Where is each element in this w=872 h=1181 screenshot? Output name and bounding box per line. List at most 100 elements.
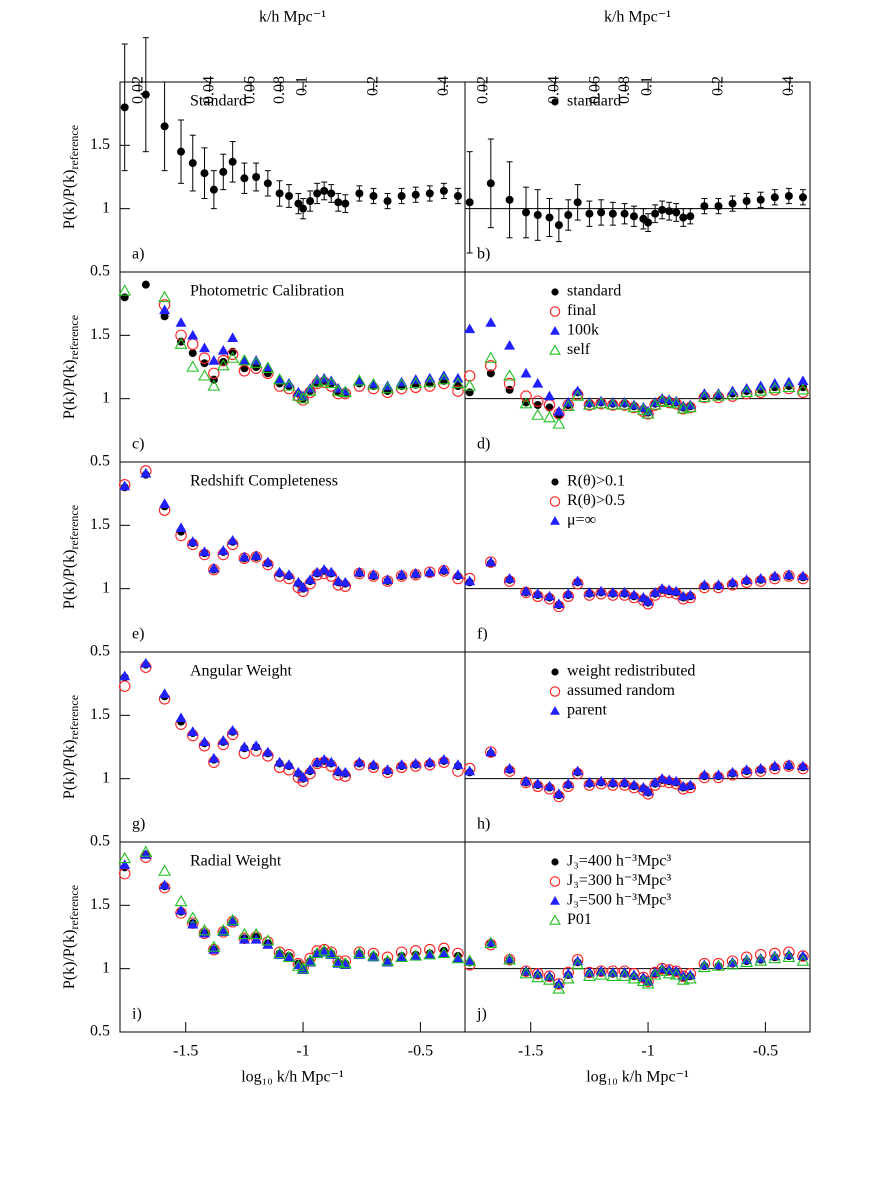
point <box>755 763 767 773</box>
point <box>561 399 575 411</box>
point <box>353 756 365 767</box>
point <box>532 377 544 388</box>
point <box>573 198 582 207</box>
point <box>296 962 310 974</box>
point <box>683 400 697 413</box>
point <box>198 546 210 557</box>
point <box>504 953 516 963</box>
legend-marker <box>551 98 559 106</box>
x2-tick-label: 0.02 <box>130 76 147 104</box>
point <box>226 913 240 926</box>
point <box>353 566 365 577</box>
point <box>217 345 229 355</box>
legend-label: standard <box>567 283 621 300</box>
point <box>783 759 795 769</box>
point <box>382 956 394 967</box>
point <box>139 845 153 857</box>
point <box>755 573 767 583</box>
point <box>250 550 262 560</box>
point <box>424 756 436 767</box>
legend-label: self <box>567 341 591 358</box>
legend-marker <box>549 496 561 507</box>
point <box>628 779 640 790</box>
point <box>465 198 474 207</box>
y-tick-label: 1.5 <box>90 326 110 343</box>
point <box>627 400 641 413</box>
point <box>782 950 796 962</box>
point <box>438 947 450 958</box>
point <box>552 417 566 429</box>
y-axis-label-main: P(k)/P(k) <box>61 930 78 990</box>
point <box>700 202 709 211</box>
panel-label: f) <box>477 626 488 643</box>
point <box>619 586 631 597</box>
y-axis-label: P(k)/P(k)reference <box>61 505 81 609</box>
point <box>782 380 796 392</box>
point <box>317 944 331 956</box>
point <box>159 304 171 315</box>
point <box>662 395 676 408</box>
point <box>175 904 187 915</box>
point <box>273 373 287 385</box>
point <box>464 955 476 966</box>
point <box>686 212 695 221</box>
point <box>486 369 495 378</box>
point <box>353 375 365 386</box>
point <box>618 969 632 981</box>
point <box>741 574 753 584</box>
point <box>485 936 497 947</box>
point <box>198 369 211 381</box>
y-tick-label: 1.5 <box>90 136 110 153</box>
point <box>306 197 315 206</box>
point <box>543 973 556 985</box>
legend-label: P01 <box>567 911 592 928</box>
point <box>250 740 262 750</box>
point <box>641 407 655 419</box>
point <box>188 349 197 358</box>
point <box>160 122 169 131</box>
point <box>564 211 573 219</box>
point <box>263 179 272 188</box>
point <box>425 189 434 198</box>
point <box>303 384 317 396</box>
point <box>219 167 228 176</box>
point <box>452 953 464 963</box>
point <box>504 573 516 583</box>
point <box>332 575 344 586</box>
y-axis-label: P(k)/P(k)reference <box>61 695 81 799</box>
y-tick-label: 0.5 <box>90 453 110 470</box>
point <box>198 924 211 936</box>
point <box>797 760 809 771</box>
point <box>397 192 406 200</box>
point <box>583 776 595 787</box>
point <box>561 972 575 984</box>
point <box>282 950 296 962</box>
point <box>543 411 556 423</box>
point <box>262 746 274 757</box>
point <box>325 566 337 577</box>
point <box>553 598 565 608</box>
point <box>741 764 753 774</box>
point <box>297 581 309 592</box>
point <box>649 586 661 597</box>
point <box>261 934 275 946</box>
point <box>274 374 286 384</box>
y-axis-label: P(k)/P(k)reference <box>61 885 81 989</box>
point <box>119 859 131 869</box>
point <box>486 179 495 188</box>
point <box>216 924 230 936</box>
point <box>712 769 724 779</box>
point <box>798 193 807 202</box>
point <box>159 688 171 698</box>
point <box>274 756 286 767</box>
point <box>119 480 131 491</box>
point <box>208 355 220 365</box>
point <box>519 397 533 409</box>
point <box>140 657 152 668</box>
legend-label: standard <box>567 93 621 110</box>
point <box>543 390 555 401</box>
x2-tick-label: 0.1 <box>294 76 311 96</box>
point <box>198 352 211 364</box>
point <box>423 375 437 387</box>
panel-label: i) <box>132 1006 142 1023</box>
